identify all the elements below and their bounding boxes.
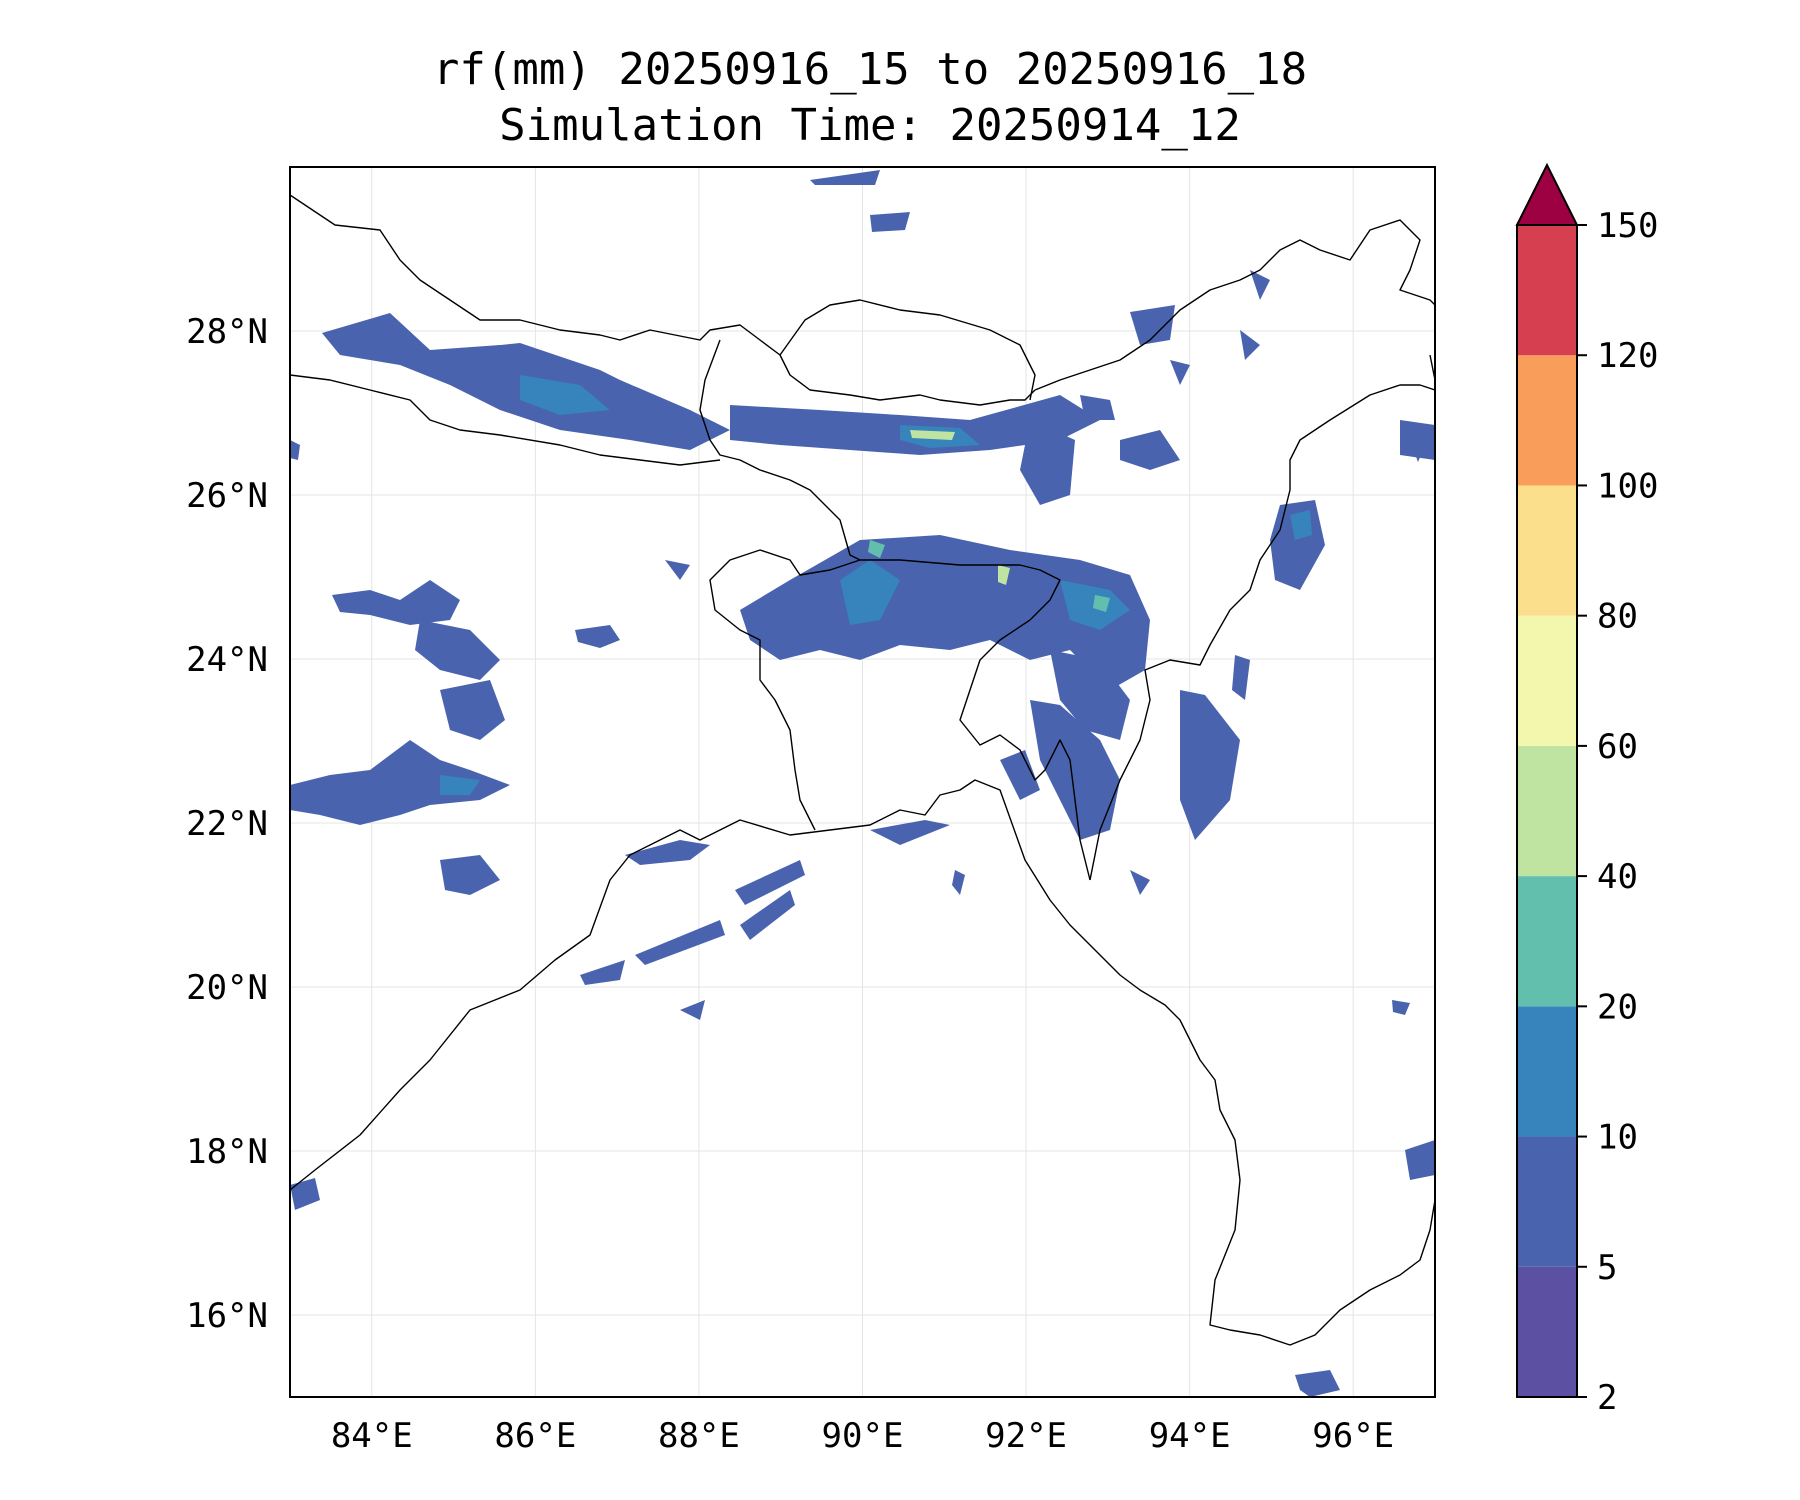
rain-patch bbox=[1405, 1140, 1435, 1180]
rain-patch bbox=[1232, 655, 1250, 700]
rain-patch bbox=[665, 560, 690, 580]
rain-patch bbox=[1392, 1000, 1410, 1015]
colorbar-extend-arrow bbox=[1515, 162, 1579, 226]
rain-patch bbox=[1020, 420, 1075, 505]
rain-patch bbox=[290, 440, 300, 460]
coastlines-borders bbox=[290, 194, 1435, 1346]
colorbar-tick-label: 40 bbox=[1597, 857, 1638, 897]
colorbar-tick-label: 10 bbox=[1597, 1118, 1638, 1158]
lat-tick-label: 22°N bbox=[186, 804, 268, 844]
lon-tick-label: 86°E bbox=[494, 1416, 576, 1456]
rain-patch bbox=[415, 620, 500, 680]
country-border bbox=[1089, 384, 1435, 881]
lat-tick-label: 18°N bbox=[186, 1132, 268, 1172]
rain-patch bbox=[870, 820, 950, 845]
rain-patch bbox=[730, 395, 1100, 455]
country-border bbox=[699, 339, 1061, 621]
rain-patch bbox=[625, 840, 710, 865]
lon-tick-label: 92°E bbox=[985, 1416, 1067, 1456]
rain-patch bbox=[440, 680, 505, 740]
colorbar-frame bbox=[1516, 224, 1578, 1398]
country-border bbox=[290, 194, 1036, 406]
rain-patch bbox=[1000, 750, 1040, 800]
rain-patch bbox=[952, 870, 965, 895]
lon-tick-label: 88°E bbox=[658, 1416, 740, 1456]
rain-patch bbox=[290, 740, 510, 825]
map-subtitle: Simulation Time: 20250914_12 bbox=[499, 100, 1241, 151]
colorbar-tick-label: 150 bbox=[1597, 206, 1658, 246]
rain-patch bbox=[1170, 360, 1190, 385]
lat-tick-label: 24°N bbox=[186, 640, 268, 680]
country-border bbox=[779, 299, 1036, 401]
country-border bbox=[959, 619, 1091, 881]
colorbar-tick-label: 100 bbox=[1597, 466, 1658, 506]
colorbar-segment bbox=[1517, 485, 1577, 616]
rain-patch bbox=[1093, 595, 1110, 612]
rain-patch bbox=[635, 920, 725, 965]
rain-patch bbox=[998, 565, 1010, 585]
colorbar-segment bbox=[1517, 876, 1577, 1007]
lon-tick-label: 94°E bbox=[1149, 1416, 1231, 1456]
rain-patch bbox=[1050, 650, 1130, 740]
colorbar-segment bbox=[1517, 1006, 1577, 1137]
rain-patch bbox=[1270, 500, 1325, 590]
colorbar: 2 5 10 20 40 60 80 100 120 150 bbox=[1515, 162, 1658, 1418]
rain-patch bbox=[910, 430, 955, 440]
rain-patch bbox=[1400, 420, 1435, 460]
colorbar-segment bbox=[1517, 1266, 1577, 1397]
rain-patch bbox=[1180, 690, 1240, 840]
rain-patch bbox=[1120, 430, 1180, 470]
lat-tick-label: 20°N bbox=[186, 968, 268, 1008]
country-border bbox=[1034, 219, 1435, 391]
colorbar-segment bbox=[1517, 615, 1577, 746]
rain-patch bbox=[440, 775, 480, 795]
rain-patch bbox=[1250, 270, 1270, 300]
rain-patch bbox=[870, 212, 910, 232]
rain-patch bbox=[580, 960, 625, 985]
lat-tick-label: 16°N bbox=[186, 1296, 268, 1336]
rain-patch bbox=[1295, 1370, 1340, 1397]
rain-patch bbox=[840, 560, 900, 625]
axis-ticks: 84°E 86°E 88°E 90°E 92°E 94°E 96°E 16°N 18°N 20°N… bbox=[186, 312, 1394, 1456]
colorbar-tick-label: 60 bbox=[1597, 727, 1638, 767]
rain-patch bbox=[332, 580, 460, 625]
rain-patch bbox=[575, 625, 620, 648]
rain-patch bbox=[1290, 510, 1312, 540]
rain-patch bbox=[1410, 440, 1425, 462]
colorbar-tick-label: 2 bbox=[1597, 1378, 1617, 1418]
lon-tick-label: 96°E bbox=[1312, 1416, 1394, 1456]
rain-patch bbox=[1030, 700, 1120, 840]
country-border bbox=[290, 374, 721, 466]
rain-patch bbox=[735, 860, 805, 905]
rain-patch bbox=[740, 890, 795, 940]
coastline bbox=[290, 779, 1435, 1346]
colorbar-tick-label: 120 bbox=[1597, 336, 1658, 376]
rain-patch bbox=[440, 855, 500, 895]
colorbar-tick-label: 20 bbox=[1597, 987, 1638, 1027]
rain-patch bbox=[1240, 330, 1260, 360]
rain-patch bbox=[520, 375, 610, 415]
lat-tick-label: 26°N bbox=[186, 476, 268, 516]
colorbar-segment bbox=[1517, 225, 1577, 356]
colorbar-tick-label: 80 bbox=[1597, 597, 1638, 637]
rain-patch bbox=[1130, 870, 1150, 895]
colorbar-tick-label: 5 bbox=[1597, 1248, 1617, 1288]
rain-patch bbox=[290, 1178, 320, 1210]
map-frame bbox=[289, 166, 1436, 1398]
rain-patch bbox=[1130, 305, 1175, 345]
colorbar-segment bbox=[1517, 1136, 1577, 1267]
lat-tick-label: 28°N bbox=[186, 312, 268, 352]
lon-tick-label: 90°E bbox=[822, 1416, 904, 1456]
rain-patch bbox=[680, 1000, 705, 1020]
rain-patch bbox=[868, 540, 885, 558]
rain-patch bbox=[1080, 395, 1115, 420]
lon-tick-label: 84°E bbox=[331, 1416, 413, 1456]
colorbar-segment bbox=[1517, 745, 1577, 877]
rain-patch bbox=[810, 170, 880, 185]
country-border bbox=[709, 549, 861, 831]
map-title: rf(mm) 20250916_15 to 20250916_18 bbox=[432, 44, 1308, 95]
colorbar-segment bbox=[1517, 355, 1577, 486]
